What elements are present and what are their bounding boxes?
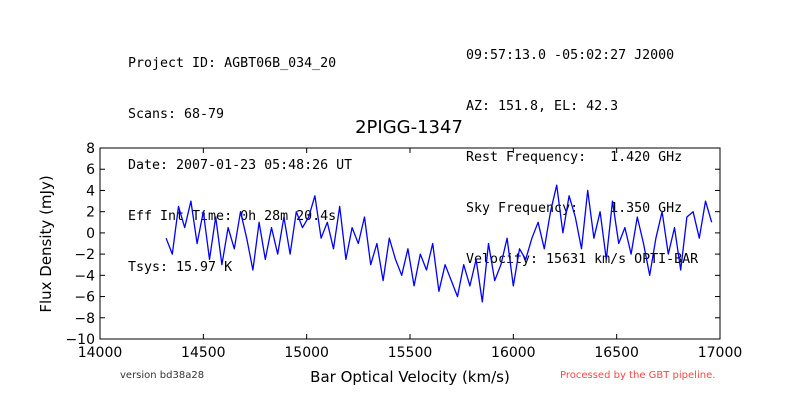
x-tick-label: 14000 — [78, 345, 123, 361]
y-tick-label: −6 — [74, 290, 95, 306]
y-tick-label: −2 — [74, 247, 95, 263]
rest-frequency-line: Rest Frequency: 1.420 GHz — [466, 150, 683, 165]
y-tick-label: −4 — [74, 268, 95, 284]
plot-frame — [99, 147, 721, 340]
flux-series-line — [165, 184, 713, 303]
x-axis-ticks: 14000 14500 15000 15500 16000 16500 17000 — [78, 148, 743, 361]
az-el-line: AZ: 151.8, EL: 42.3 — [466, 99, 619, 114]
y-tick-label: 4 — [86, 183, 95, 199]
header-info-right: 09:57:13.0 -05:02:27 J2000 AZ: 151.8, EL… — [466, 13, 698, 285]
y-tick-label: 8 — [86, 141, 95, 157]
x-axis-label: Bar Optical Velocity (km/s) — [310, 368, 510, 386]
version-label: version bd38a28 — [120, 370, 205, 381]
project-id-line: Project ID: AGBT06B_034_20 — [128, 56, 337, 71]
date-line: Date: 2007-01-23 05:48:26 UT — [128, 158, 353, 173]
x-tick-label: 16000 — [491, 345, 536, 361]
chart-title: 2PIGG-1347 — [355, 117, 463, 138]
y-tick-label: 6 — [86, 162, 95, 178]
scans-line: Scans: 68-79 — [128, 107, 225, 122]
coordinates-line: 09:57:13.0 -05:02:27 J2000 — [466, 48, 675, 63]
y-axis-label: Flux Density (mJy) — [37, 175, 55, 312]
y-tick-label: 0 — [86, 226, 95, 242]
x-tick-label: 16500 — [594, 345, 639, 361]
y-tick-label: −8 — [74, 311, 95, 327]
tsys-line: Tsys: 15.97 K — [128, 260, 233, 275]
x-tick-label: 15000 — [284, 345, 329, 361]
x-tick-label: 14500 — [181, 345, 226, 361]
x-tick-label: 17000 — [698, 345, 743, 361]
y-axis-ticks: −10 −8 −6 −4 −2 0 2 4 6 8 — [65, 141, 720, 348]
y-tick-label: 2 — [86, 205, 95, 221]
sky-frequency-line: Sky Frequency: 1.350 GHz — [466, 201, 683, 216]
y-tick-label: −10 — [65, 332, 95, 348]
x-tick-label: 15500 — [388, 345, 433, 361]
processed-by-label: Processed by the GBT pipeline. — [560, 370, 716, 381]
